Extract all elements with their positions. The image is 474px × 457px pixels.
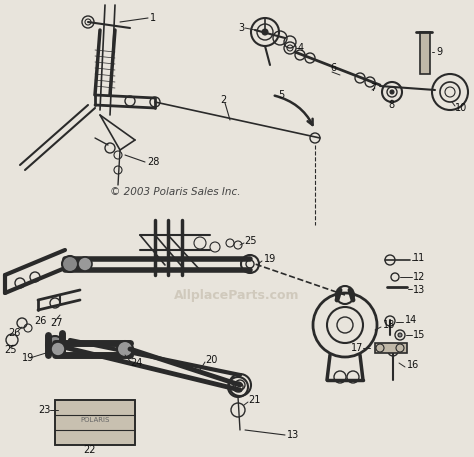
- Text: 24: 24: [130, 358, 142, 368]
- Text: 14: 14: [405, 315, 417, 325]
- Text: 1: 1: [150, 13, 156, 23]
- Text: 11: 11: [413, 253, 425, 263]
- Circle shape: [262, 29, 268, 35]
- Text: 16: 16: [407, 360, 419, 370]
- Circle shape: [398, 333, 402, 337]
- Text: 26: 26: [8, 328, 20, 338]
- Text: 17: 17: [351, 343, 363, 353]
- Text: 28: 28: [147, 157, 159, 167]
- Circle shape: [62, 256, 78, 272]
- Circle shape: [46, 336, 64, 354]
- Bar: [420, 32, 430, 74]
- Text: 13: 13: [413, 285, 425, 295]
- Text: 25: 25: [4, 345, 17, 355]
- Text: 21: 21: [248, 395, 260, 405]
- Text: 6: 6: [330, 63, 336, 73]
- Text: 3: 3: [238, 23, 244, 33]
- Text: 18: 18: [383, 320, 395, 330]
- Text: 26: 26: [34, 316, 46, 326]
- Text: 13: 13: [287, 430, 299, 440]
- Bar: [55, 400, 135, 445]
- Text: POLARIS: POLARIS: [80, 417, 109, 423]
- Text: 15: 15: [413, 330, 425, 340]
- Text: 19: 19: [264, 254, 276, 264]
- Text: 4: 4: [298, 43, 304, 53]
- Text: 20: 20: [205, 355, 218, 365]
- Text: 5: 5: [278, 90, 284, 100]
- Text: 9: 9: [436, 47, 442, 57]
- Text: 12: 12: [413, 272, 425, 282]
- Bar: [375, 343, 407, 353]
- Text: 2: 2: [220, 95, 226, 105]
- Text: AllplaceParts.com: AllplaceParts.com: [174, 288, 300, 302]
- Text: 7: 7: [370, 83, 376, 93]
- Text: 19: 19: [22, 353, 34, 363]
- Text: 10: 10: [455, 103, 467, 113]
- Text: 25: 25: [244, 236, 256, 246]
- Text: 27: 27: [50, 318, 63, 328]
- Circle shape: [390, 90, 394, 94]
- Circle shape: [117, 341, 133, 357]
- Text: 23: 23: [38, 405, 50, 415]
- Circle shape: [51, 342, 65, 356]
- Text: © 2003 Polaris Sales Inc.: © 2003 Polaris Sales Inc.: [110, 187, 240, 197]
- Text: 22: 22: [84, 445, 96, 455]
- Circle shape: [78, 257, 92, 271]
- Text: 8: 8: [388, 100, 394, 110]
- Bar: [55, 400, 135, 445]
